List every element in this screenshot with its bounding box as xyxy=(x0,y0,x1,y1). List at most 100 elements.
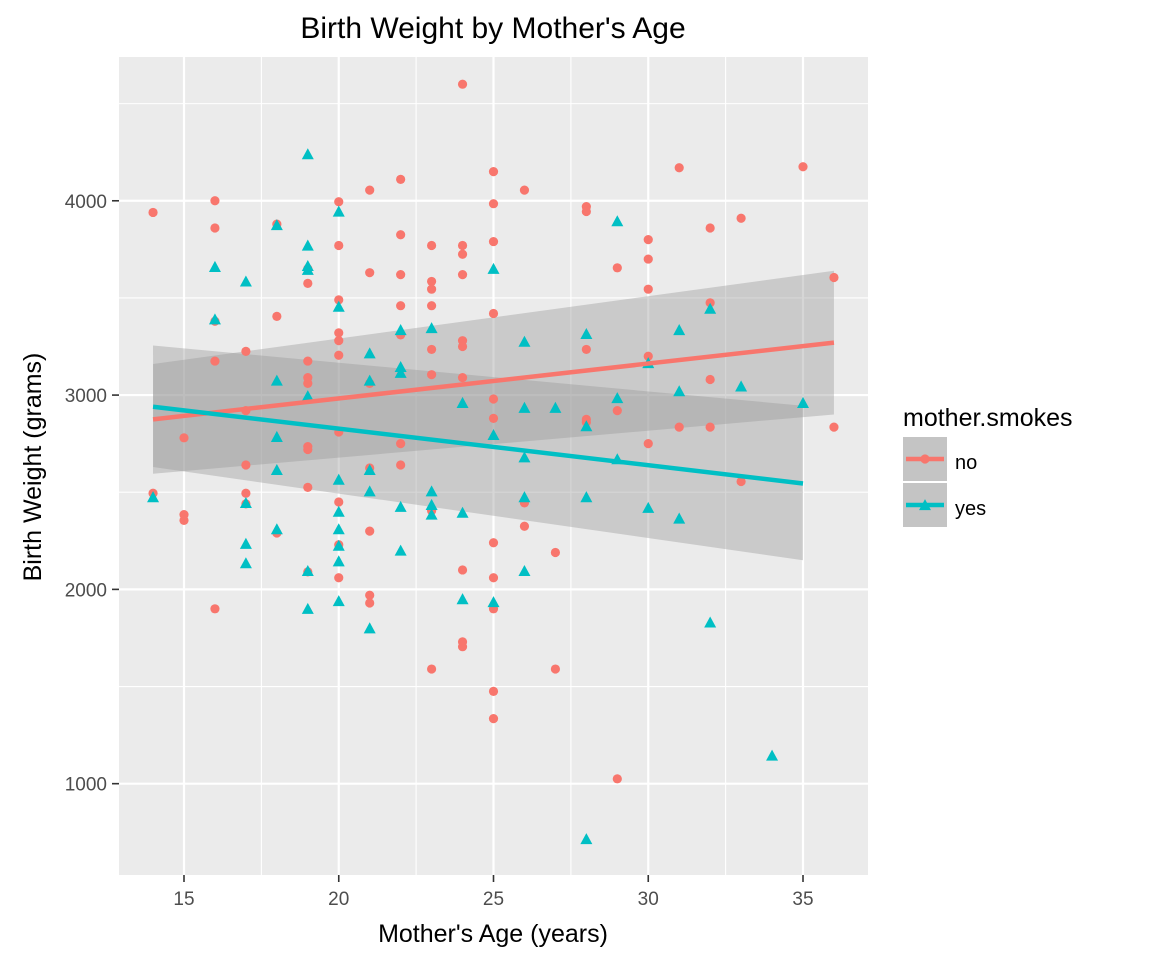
legend: mother.smokes no yes xyxy=(903,404,1073,527)
confidence-band-no xyxy=(153,270,834,474)
legend-title: mother.smokes xyxy=(903,404,1073,432)
point-no-69 xyxy=(488,167,499,177)
point-yes-9 xyxy=(270,430,283,442)
point-no-104 xyxy=(736,213,746,223)
point-yes-54 xyxy=(580,420,593,432)
point-yes-1 xyxy=(208,260,221,272)
point-no-0 xyxy=(148,207,158,218)
point-yes-3 xyxy=(239,275,252,287)
point-yes-29 xyxy=(363,463,376,475)
point-no-90 xyxy=(612,263,622,273)
point-yes-23 xyxy=(332,523,345,535)
point-yes-17 xyxy=(301,564,314,577)
point-no-28 xyxy=(334,240,344,251)
point-no-24 xyxy=(303,444,313,455)
point-no-45 xyxy=(396,230,406,240)
point-no-103 xyxy=(705,422,715,432)
point-no-72 xyxy=(488,308,499,319)
point-yes-8 xyxy=(270,374,283,386)
point-no-38 xyxy=(365,268,375,278)
point-yes-22 xyxy=(332,505,345,517)
point-yes-40 xyxy=(425,508,438,520)
point-yes-39 xyxy=(425,498,438,510)
point-no-70 xyxy=(488,199,499,209)
point-yes-4 xyxy=(239,496,252,509)
point-no-25 xyxy=(303,482,313,492)
point-no-50 xyxy=(396,460,406,470)
point-yes-64 xyxy=(673,512,686,524)
x-tick-label-0: 15 xyxy=(173,889,194,910)
point-no-82 xyxy=(519,521,530,531)
point-no-96 xyxy=(643,351,653,361)
point-no-58 xyxy=(426,664,437,674)
point-no-108 xyxy=(829,422,839,432)
point-yes-42 xyxy=(456,506,469,518)
point-no-75 xyxy=(488,538,499,548)
point-no-6 xyxy=(210,223,220,233)
point-no-51 xyxy=(426,240,437,251)
point-yes-57 xyxy=(611,215,624,227)
point-yes-12 xyxy=(301,148,314,160)
chart-title: Birth Weight by Mother's Age xyxy=(300,12,685,45)
point-no-91 xyxy=(612,406,622,416)
point-no-78 xyxy=(488,686,499,696)
point-yes-45 xyxy=(487,428,500,441)
point-no-71 xyxy=(488,236,499,247)
point-no-54 xyxy=(426,301,437,311)
point-yes-25 xyxy=(332,555,345,567)
point-no-32 xyxy=(334,350,344,360)
x-tick-label-3: 30 xyxy=(638,889,659,910)
point-no-87 xyxy=(581,344,591,355)
point-no-80 xyxy=(519,185,530,195)
x-tick-label-1: 20 xyxy=(328,889,349,910)
legend-label-yes: yes xyxy=(955,498,986,520)
point-yes-13 xyxy=(301,239,314,251)
point-yes-51 xyxy=(518,564,531,577)
point-yes-21 xyxy=(332,473,345,485)
x-axis-title: Mother's Age (years) xyxy=(378,920,608,948)
point-no-68 xyxy=(457,642,468,652)
point-yes-68 xyxy=(766,749,779,761)
point-yes-65 xyxy=(704,302,717,314)
point-no-9 xyxy=(210,604,220,614)
point-no-99 xyxy=(674,422,684,432)
data-points xyxy=(147,79,839,845)
point-yes-62 xyxy=(673,324,686,336)
point-yes-34 xyxy=(394,366,407,378)
point-no-8 xyxy=(210,356,220,366)
point-no-31 xyxy=(334,336,344,346)
x-tick-label-2: 25 xyxy=(483,889,504,910)
point-yes-49 xyxy=(518,451,531,463)
point-no-94 xyxy=(643,254,653,264)
point-yes-32 xyxy=(394,324,407,336)
legend-key-marker-no xyxy=(920,454,930,464)
point-yes-50 xyxy=(518,491,531,503)
point-no-37 xyxy=(365,185,375,195)
point-yes-10 xyxy=(270,463,283,475)
point-no-19 xyxy=(303,278,313,288)
point-no-47 xyxy=(396,301,406,311)
point-no-92 xyxy=(612,774,622,784)
point-no-29 xyxy=(334,295,344,305)
fit-line-no xyxy=(152,340,835,422)
point-no-100 xyxy=(705,223,715,233)
point-yes-48 xyxy=(518,401,531,413)
point-no-86 xyxy=(581,206,591,217)
point-no-16 xyxy=(272,311,282,321)
point-no-43 xyxy=(365,598,375,608)
point-yes-61 xyxy=(642,501,655,513)
point-yes-36 xyxy=(394,544,407,556)
point-no-73 xyxy=(488,394,499,404)
point-yes-52 xyxy=(549,401,562,413)
y-tick-label-2: 3000 xyxy=(65,386,107,407)
point-yes-56 xyxy=(580,833,593,845)
point-no-106 xyxy=(798,162,808,172)
point-yes-19 xyxy=(332,205,345,217)
point-no-74 xyxy=(488,413,499,423)
x-tick-label-4: 35 xyxy=(792,889,813,910)
point-no-22 xyxy=(303,378,313,389)
point-no-13 xyxy=(241,488,251,498)
point-no-49 xyxy=(396,439,406,449)
point-yes-55 xyxy=(580,491,593,503)
